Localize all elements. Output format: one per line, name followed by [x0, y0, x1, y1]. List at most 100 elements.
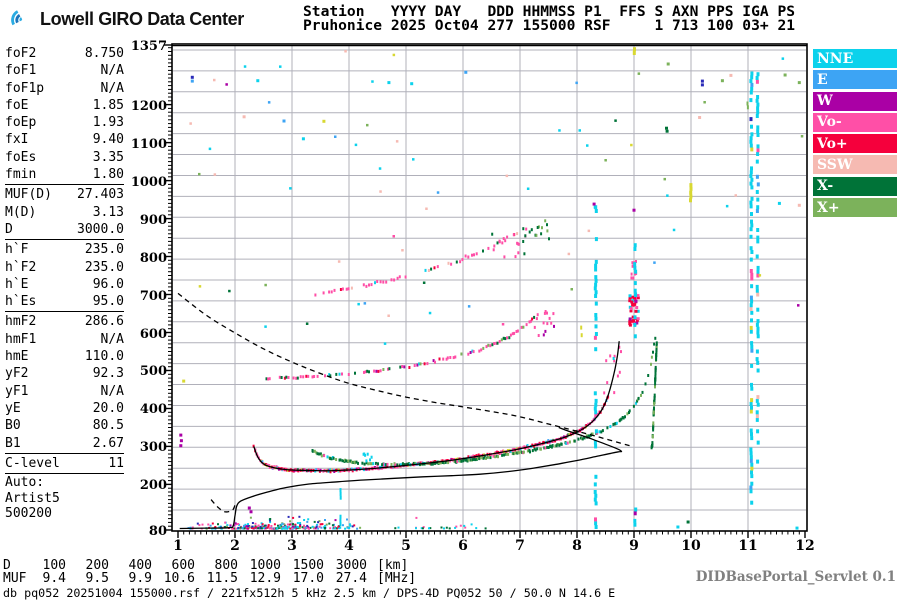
y-tick-label: 200 — [139, 478, 167, 494]
legend-item-vo: Vo+ — [813, 134, 897, 154]
param-row-hme: hmE 110.0 — [5, 348, 124, 365]
y-tick-label: 600 — [139, 326, 167, 342]
param-label: yF1 — [5, 383, 29, 399]
x-tick-label: 4 — [344, 538, 354, 554]
giro-logo: Lowell GIRO Data Center — [8, 4, 244, 34]
row-value: 200 — [85, 558, 109, 573]
x-tick-label: 10 — [681, 538, 701, 554]
row-value: 10.6 — [163, 571, 195, 586]
param-row-yf2: yF2 92.3 — [5, 365, 124, 382]
param-label: h`F2 — [5, 259, 37, 275]
row-value: 9.5 — [85, 571, 109, 586]
auto-scaler-line: 500200 — [5, 506, 52, 522]
echo-dots — [179, 47, 804, 530]
auto-scaler-block: Auto: Artist5 500200 — [5, 473, 124, 522]
legend-label: X+ — [817, 199, 840, 216]
servlet-credit: DIDBasePortal_Servlet 0.1 — [695, 569, 896, 585]
param-row-foe: foE 1.85 — [5, 97, 124, 114]
x-tick-label: 5 — [401, 538, 411, 554]
row-value: 12.9 — [249, 571, 281, 586]
y-tick-label: 700 — [139, 288, 167, 304]
param-row-fof1p: foF1p N/A — [5, 80, 124, 97]
param-label: foEp — [5, 115, 37, 131]
legend-label: NNE — [817, 50, 854, 67]
param-value: N/A — [100, 80, 124, 96]
x-tick-label: 2 — [230, 538, 240, 554]
distance-row: D 100 200 400 600 800 1000 1500 3000 [km] — [3, 559, 408, 572]
station-header-line2: Pruhonice 2025 Oct04 277 155000 RSF 1 71… — [303, 17, 796, 34]
param-row-fof2: foF2 8.750 — [5, 45, 124, 62]
param-value: 9.40 — [92, 132, 124, 148]
y-tick-label: 1200 — [130, 98, 167, 114]
auto-scaler-line: Auto: — [5, 475, 45, 491]
legend-label: SSW — [817, 156, 853, 173]
y-tick-label: 900 — [139, 212, 167, 228]
param-label: B1 — [5, 435, 21, 451]
param-value: 96.0 — [92, 276, 124, 292]
y-tick-label: 300 — [139, 440, 167, 456]
param-value: N/A — [100, 331, 124, 347]
param-row-hes: h`Es 95.0 — [5, 293, 124, 310]
param-row-fof1: foF1 N/A — [5, 62, 124, 79]
row-value: 27.4 — [335, 571, 367, 586]
param-row-hmf2: hmF2 286.6 — [5, 313, 124, 330]
param-row-fxi: fxI 9.40 — [5, 131, 124, 148]
legend-item-e: E — [813, 70, 897, 90]
param-value: 8.750 — [84, 46, 124, 61]
param-label: h`F — [5, 242, 29, 258]
x-tick-label: 12 — [795, 538, 815, 554]
y-tick-label: 1100 — [130, 136, 167, 152]
station-header: Station YYYY DAY DDD HHMMSS P1 FFS S AXN… — [303, 3, 796, 34]
x-tick-label: 7 — [515, 538, 525, 554]
transmission-curve-curve — [177, 292, 632, 447]
param-label: hmF2 — [5, 314, 37, 330]
param-label: fxI — [5, 132, 29, 148]
legend-label: Vo- — [817, 114, 842, 131]
param-row-ye: yE 20.0 — [5, 400, 124, 417]
parameter-panel: foF2 8.750 foF1 N/A foF1p N/A foE 1.85 foEp 1.93 f… — [5, 45, 124, 522]
row-value: 1000 — [249, 558, 281, 573]
legend-label: X- — [817, 178, 834, 195]
param-value: 92.3 — [92, 366, 124, 382]
row-value: 600 — [171, 558, 195, 573]
param-row-hf: h`F 235.0 — [5, 241, 124, 258]
param-row-he: h`E 96.0 — [5, 276, 124, 293]
param-value: 235.0 — [84, 242, 124, 258]
param-value: 1.80 — [92, 167, 124, 183]
param-value: 20.0 — [92, 400, 124, 416]
param-row-foep: foEp 1.93 — [5, 114, 124, 131]
param-label: C-level — [5, 455, 60, 471]
param-row-md: M(D) 3.13 — [5, 204, 124, 221]
param-label: D — [5, 221, 13, 237]
y-tick-label: 1357 — [130, 39, 167, 54]
row-value: 11.5 — [206, 571, 238, 586]
row-value: 1500 — [292, 558, 324, 573]
param-value: 11 — [108, 455, 124, 471]
row-unit: [MHz] — [377, 571, 417, 586]
x-tick-label: 9 — [629, 538, 639, 554]
param-row-d: D 3000.0 — [5, 221, 124, 238]
param-group: C-level 11 — [5, 452, 124, 472]
param-label: fmin — [5, 167, 37, 183]
station-header-line1: Station YYYY DAY DDD HHMMSS P1 FFS S AXN… — [303, 3, 796, 20]
x-tick-label: 6 — [458, 538, 468, 554]
param-value: 3000.0 — [77, 221, 124, 237]
legend-label: E — [817, 71, 828, 88]
param-label: foF2 — [5, 46, 37, 61]
param-group: hmF2 286.6 hmF1 N/A hmE 110.0 yF2 92.3 yF1 N/A yE 2… — [5, 311, 124, 451]
legend-item-vo: Vo- — [813, 112, 897, 132]
legend-item-x: X+ — [813, 198, 897, 218]
param-label: MUF(D) — [5, 187, 52, 203]
legend-item-x: X- — [813, 176, 897, 196]
param-label: h`E — [5, 276, 29, 292]
row-value: 100 — [42, 558, 66, 573]
y-tick-label: 500 — [139, 364, 167, 380]
param-row-yf1: yF1 N/A — [5, 383, 124, 400]
x-tick-label: 3 — [287, 538, 297, 554]
param-label: foF1 — [5, 63, 37, 79]
legend-label: W — [817, 93, 833, 110]
row-value: 800 — [214, 558, 238, 573]
y-tick-label: 1000 — [130, 174, 167, 190]
